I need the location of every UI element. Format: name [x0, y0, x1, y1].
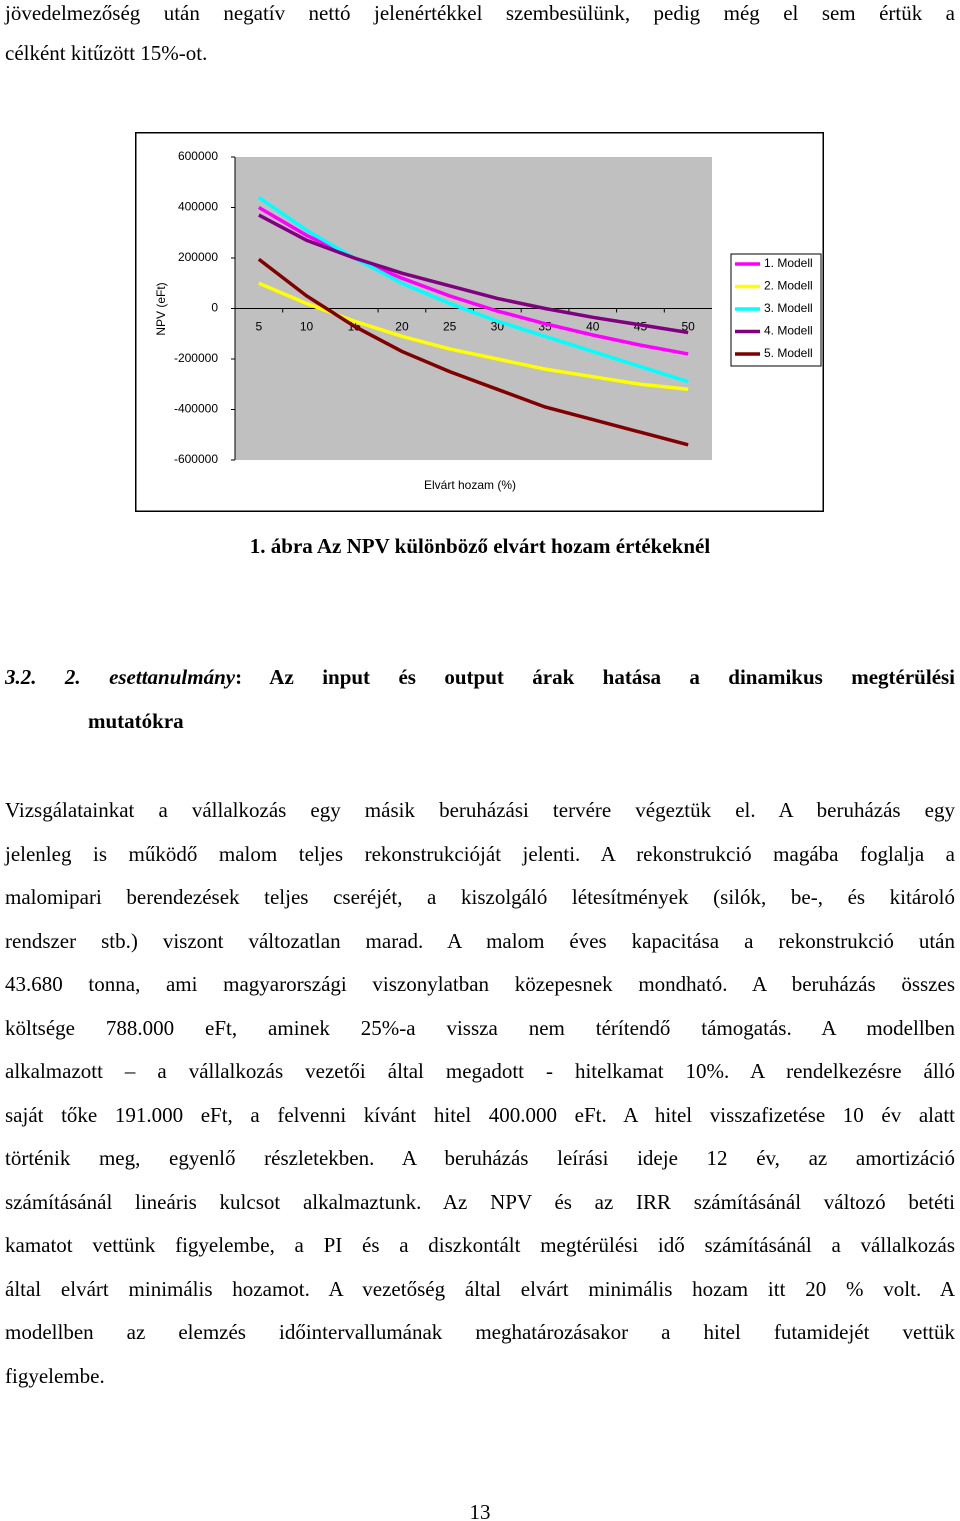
x-tick-label: 20	[395, 320, 409, 334]
series-line	[257, 195, 689, 384]
chart: -600000 -400000 -200000 0 200000 400000 600000…	[135, 132, 824, 512]
text-line: számításánál lineáris kulcsot alkalmaztu…	[5, 1189, 955, 1214]
series-line	[258, 213, 689, 335]
text-line: jövedelmezőség után negatív nettó jelené…	[5, 1, 955, 25]
y-tick-label: 600000	[178, 149, 218, 163]
page-number: 13	[469, 1500, 491, 1521]
section-heading: 3.2. 2. esettanulmány: Az input és outpu…	[5, 664, 955, 690]
x-tick-label: 5	[256, 320, 263, 334]
legend-label: 1. Modell	[764, 256, 813, 270]
text-line: célként kitűzött 15%-ot.	[5, 41, 208, 65]
heading-line: mutatókra	[88, 709, 184, 733]
text-line: rendszer stb.) viszont változatlan marad…	[5, 928, 955, 953]
x-tick-label: 10	[300, 320, 314, 334]
y-tick-label: 400000	[178, 200, 218, 214]
x-tick-label: 25	[443, 320, 457, 334]
text-line: Vizsgálatainkat a vállalkozás egy másik …	[5, 798, 955, 822]
text-line: jelenleg is működő malom teljes rekonstr…	[5, 841, 955, 866]
legend-label: 3. Modell	[764, 301, 813, 315]
y-axis-label: NPV (eFt)	[154, 282, 168, 335]
text-line: 43.680 tonna, ami magyarországi viszonyl…	[5, 972, 955, 996]
y-tick-label: -200000	[174, 351, 218, 365]
legend-label: 2. Modell	[764, 279, 813, 293]
text-line: saját tőke 191.000 eFt, a felvenni kíván…	[5, 1102, 955, 1127]
text-line: figyelembe.	[5, 1363, 105, 1388]
series-line	[257, 257, 689, 447]
text-line: alkalmazott – a vállalkozás vezetői álta…	[5, 1059, 955, 1083]
text-line: kamatot vettünk figyelembe, a PI és a di…	[5, 1233, 955, 1257]
series-line	[257, 205, 689, 356]
heading-number: 3.2. 2.	[5, 665, 81, 689]
y-tick-label: 200000	[178, 250, 218, 264]
heading-emphasis: esettanulmány	[109, 665, 236, 689]
x-axis-label: Elvárt hozam (%)	[424, 478, 516, 492]
text-line: modellben az elemzés időintervallumának …	[5, 1320, 955, 1344]
text-line: költsége 788.000 eFt, aminek 25%-a vissz…	[5, 1015, 955, 1040]
y-tick-label: 0	[211, 301, 218, 315]
text-line: történik meg, egyenlő részletekben. A be…	[5, 1146, 955, 1170]
legend-label: 5. Modell	[764, 346, 813, 360]
figure-caption: 1. ábra Az NPV különböző elvárt hozam ér…	[249, 534, 711, 558]
y-tick-label: -400000	[174, 402, 218, 416]
heading-text: : Az input és output árak hatása a dinam…	[235, 665, 956, 689]
x-tick-label: 40	[586, 320, 600, 334]
text-line: által elvárt minimális hozamot. A vezető…	[5, 1276, 955, 1301]
text-line: malomipari berendezések teljes cseréjét,…	[5, 885, 955, 909]
legend-label: 4. Modell	[764, 324, 813, 338]
x-tick-label: 50	[681, 320, 695, 334]
y-tick-label: -600000	[174, 452, 218, 466]
